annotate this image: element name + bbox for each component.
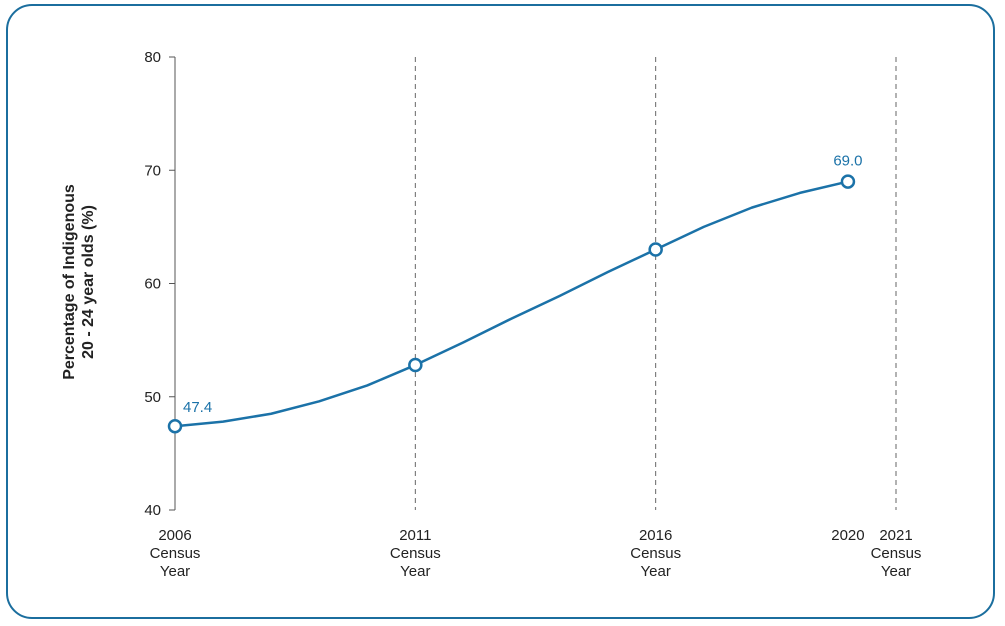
x-tick-label: 2016 Census Year — [630, 527, 681, 580]
x-tick-label-line: Year — [400, 563, 430, 580]
x-tick-label-line: Year — [160, 563, 190, 580]
x-tick-label-line: Census — [150, 545, 201, 562]
x-tick-label: 2011 Census Year — [390, 527, 441, 580]
y-tick-label: 40 — [144, 502, 161, 519]
x-tick-label: 2006 Census Year — [150, 527, 201, 580]
chart-frame — [6, 4, 995, 619]
x-tick-label-line: 2020 — [831, 527, 864, 544]
series-line — [173, 180, 850, 428]
data-point-marker — [167, 418, 183, 434]
y-axis-label-line-2: 20 - 24 year olds (%) — [80, 205, 97, 359]
y-tick-label: 50 — [144, 389, 161, 406]
y-tick-label: 60 — [144, 276, 161, 293]
data-point-marker — [408, 357, 423, 373]
data-point-marker — [648, 242, 663, 257]
x-tick-label-line: Year — [881, 563, 911, 580]
y-axis-label: Percentage of Indigenous 20 - 24 year ol… — [61, 184, 97, 380]
data-point-marker — [840, 174, 856, 189]
x-tick-label: 2021 Census Year — [871, 527, 922, 580]
x-tick-label-line: 2006 — [158, 527, 191, 544]
y-tick-label: 70 — [144, 162, 161, 179]
x-tick-label-line: Census — [630, 545, 681, 562]
x-tick-label-line: 2021 — [879, 527, 912, 544]
data-label: 69.0 — [833, 153, 862, 170]
x-tick-label-line: Census — [390, 545, 441, 562]
x-tick-label-line: Census — [871, 545, 922, 562]
x-tick-label-line: 2016 — [639, 527, 672, 544]
x-tick-label-line: Year — [641, 563, 671, 580]
data-label: 47.4 — [183, 399, 212, 416]
x-tick-label-line: 2011 — [399, 527, 431, 544]
x-tick-label: 2020 — [831, 527, 864, 544]
y-axis-label-line-1: Percentage of Indigenous — [61, 184, 78, 380]
y-tick-label: 80 — [144, 49, 161, 66]
